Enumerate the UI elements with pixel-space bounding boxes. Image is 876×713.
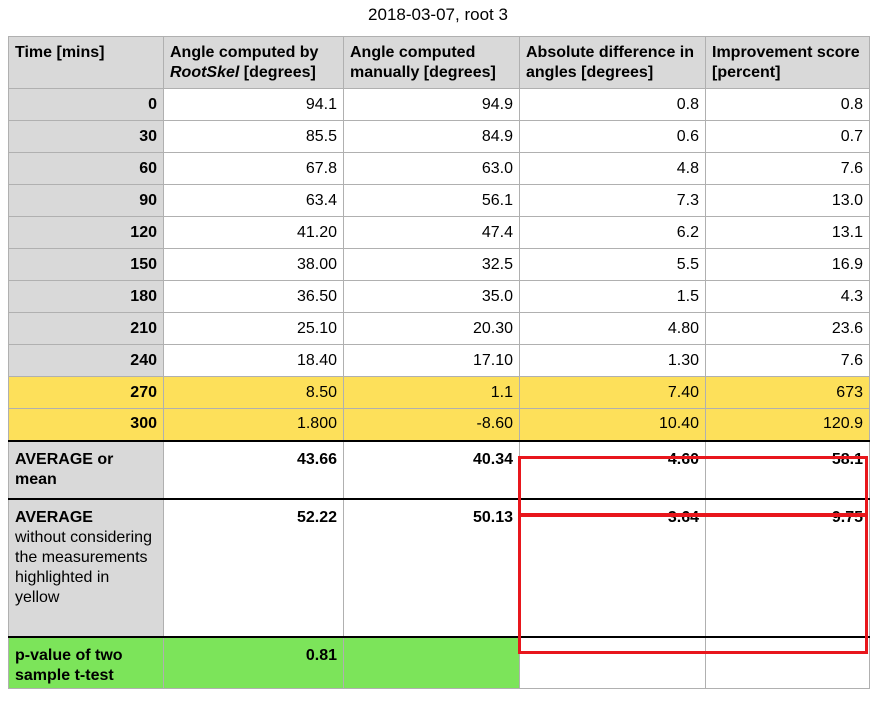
- table-row: 120 41.20 47.4 6.2 13.1: [8, 216, 870, 249]
- absdiff-cell: 1.30: [519, 344, 706, 377]
- improvement-cell: 0.7: [705, 120, 870, 153]
- time-cell: 150: [8, 248, 164, 281]
- rootskel-cell: 67.8: [163, 152, 344, 185]
- header-row: Time [mins] Angle computed by RootSkel […: [8, 36, 870, 89]
- table-row: 60 67.8 63.0 4.8 7.6: [8, 152, 870, 185]
- absdiff-cell: 7.40: [519, 376, 706, 409]
- improvement-cell: 23.6: [705, 312, 870, 345]
- manual-cell: 47.4: [343, 216, 520, 249]
- absdiff-cell: 0.6: [519, 120, 706, 153]
- improvement-cell: 7.6: [705, 152, 870, 185]
- manual-cell: 17.10: [343, 344, 520, 377]
- improvement-cell: 120.9: [705, 408, 870, 441]
- header-absdiff: Absolute difference in angles [degrees]: [519, 36, 706, 89]
- empty-cell: [519, 635, 706, 689]
- average-without-label-bold: AVERAGE: [15, 508, 93, 526]
- table-row: 90 63.4 56.1 7.3 13.0: [8, 184, 870, 217]
- average-without-rootskel: 52.22: [163, 497, 344, 637]
- absdiff-cell: 6.2: [519, 216, 706, 249]
- rootskel-cell: 18.40: [163, 344, 344, 377]
- absdiff-cell: 1.5: [519, 280, 706, 313]
- absdiff-cell: 4.80: [519, 312, 706, 345]
- manual-cell: 84.9: [343, 120, 520, 153]
- empty-cell: [705, 635, 870, 689]
- table-row: 180 36.50 35.0 1.5 4.3: [8, 280, 870, 313]
- average-without-manual: 50.13: [343, 497, 520, 637]
- rootskel-cell: 85.5: [163, 120, 344, 153]
- header-manual: Angle computed manually [degrees]: [343, 36, 520, 89]
- time-cell: 0: [8, 88, 164, 121]
- table-row: 150 38.00 32.5 5.5 16.9: [8, 248, 870, 281]
- average-without-label: AVERAGE without considering the measureme…: [8, 497, 164, 637]
- time-cell: 60: [8, 152, 164, 185]
- manual-cell: -8.60: [343, 408, 520, 441]
- absdiff-cell: 5.5: [519, 248, 706, 281]
- time-cell: 270: [8, 376, 164, 409]
- average-without-absdiff: 3.64: [519, 497, 706, 637]
- improvement-cell: 16.9: [705, 248, 870, 281]
- header-rootskel-italic: RootSkel: [170, 64, 240, 81]
- average-improvement: 58.1: [705, 439, 870, 499]
- pvalue-row: p-value of two sample t-test 0.81: [8, 635, 870, 689]
- time-cell: 30: [8, 120, 164, 153]
- table-row: 300 1.800 -8.60 10.40 120.9: [8, 408, 870, 441]
- time-cell: 210: [8, 312, 164, 345]
- manual-cell: 94.9: [343, 88, 520, 121]
- improvement-cell: 7.6: [705, 344, 870, 377]
- improvement-cell: 4.3: [705, 280, 870, 313]
- manual-cell: 1.1: [343, 376, 520, 409]
- table-row: 240 18.40 17.10 1.30 7.6: [8, 344, 870, 377]
- manual-cell: 32.5: [343, 248, 520, 281]
- table-row: 0 94.1 94.9 0.8 0.8: [8, 88, 870, 121]
- time-cell: 90: [8, 184, 164, 217]
- rootskel-cell: 38.00: [163, 248, 344, 281]
- table-row: 30 85.5 84.9 0.6 0.7: [8, 120, 870, 153]
- improvement-cell: 673: [705, 376, 870, 409]
- absdiff-cell: 4.8: [519, 152, 706, 185]
- time-cell: 240: [8, 344, 164, 377]
- pvalue-value: 0.81: [163, 635, 344, 689]
- rootskel-cell: 63.4: [163, 184, 344, 217]
- rootskel-cell: 41.20: [163, 216, 344, 249]
- improvement-cell: 13.0: [705, 184, 870, 217]
- rootskel-cell: 8.50: [163, 376, 344, 409]
- header-improvement: Improvement score [percent]: [705, 36, 870, 89]
- rootskel-cell: 25.10: [163, 312, 344, 345]
- table-title: 2018-03-07, root 3: [368, 5, 508, 24]
- average-manual: 40.34: [343, 439, 520, 499]
- manual-cell: 56.1: [343, 184, 520, 217]
- manual-cell: 63.0: [343, 152, 520, 185]
- average-row: AVERAGE or mean 43.66 40.34 4.60 58.1: [8, 439, 870, 499]
- time-cell: 300: [8, 408, 164, 441]
- pvalue-label: p-value of two sample t-test: [8, 635, 164, 689]
- time-cell: 120: [8, 216, 164, 249]
- absdiff-cell: 0.8: [519, 88, 706, 121]
- absdiff-cell: 7.3: [519, 184, 706, 217]
- time-cell: 180: [8, 280, 164, 313]
- average-without-improvement: 9.75: [705, 497, 870, 637]
- average-without-label-rest: without considering the measurements hig…: [15, 528, 152, 606]
- manual-cell: 20.30: [343, 312, 520, 345]
- header-time: Time [mins]: [8, 36, 164, 89]
- average-without-row: AVERAGE without considering the measureme…: [8, 497, 870, 637]
- header-rootskel: Angle computed by RootSkel [degrees]: [163, 36, 344, 89]
- pvalue-empty-cell: [343, 635, 520, 689]
- table-row: 270 8.50 1.1 7.40 673: [8, 376, 870, 409]
- header-rootskel-prefix: Angle computed by: [170, 44, 319, 61]
- average-absdiff: 4.60: [519, 439, 706, 499]
- improvement-cell: 13.1: [705, 216, 870, 249]
- header-rootskel-suffix: [degrees]: [239, 64, 316, 81]
- improvement-cell: 0.8: [705, 88, 870, 121]
- rootskel-cell: 94.1: [163, 88, 344, 121]
- average-rootskel: 43.66: [163, 439, 344, 499]
- rootskel-cell: 1.800: [163, 408, 344, 441]
- table-row: 210 25.10 20.30 4.80 23.6: [8, 312, 870, 345]
- average-label: AVERAGE or mean: [8, 439, 164, 499]
- rootskel-cell: 36.50: [163, 280, 344, 313]
- absdiff-cell: 10.40: [519, 408, 706, 441]
- results-table: Time [mins] Angle computed by RootSkel […: [8, 36, 870, 689]
- manual-cell: 35.0: [343, 280, 520, 313]
